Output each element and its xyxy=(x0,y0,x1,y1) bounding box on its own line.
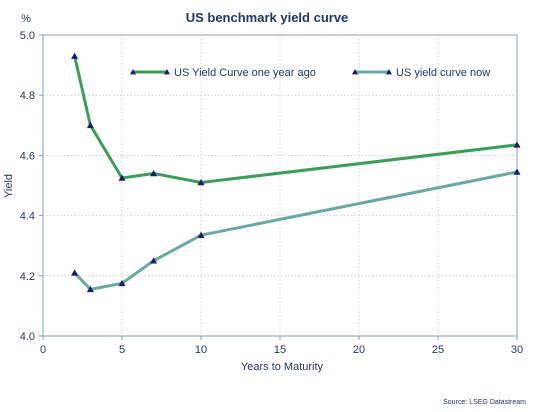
y-tick-label: 4.0 xyxy=(20,331,35,343)
x-tick-label: 30 xyxy=(511,344,523,356)
x-tick-label: 5 xyxy=(119,344,125,356)
chart-title: US benchmark yield curve xyxy=(186,10,349,25)
x-tick-label: 20 xyxy=(353,344,365,356)
source-note: Source: LSEG Datastream xyxy=(443,399,526,406)
x-tick-label: 10 xyxy=(195,344,207,356)
y-tick-label: 4.4 xyxy=(20,211,35,223)
y-tick-label: 4.2 xyxy=(20,271,35,283)
legend: US Yield Curve one year ago US yield curv… xyxy=(130,67,490,79)
y-unit-label: % xyxy=(21,13,31,25)
y-tick-label: 4.6 xyxy=(20,150,35,162)
x-axis-label: Years to Maturity xyxy=(241,361,324,373)
legend-label: US Yield Curve one year ago xyxy=(174,67,316,79)
x-tick-label: 25 xyxy=(432,344,444,356)
y-tick-label: 4.8 xyxy=(20,90,35,102)
y-axis-label: Yield xyxy=(3,174,15,198)
x-tick-label: 15 xyxy=(274,344,286,356)
y-tick-label: 5.0 xyxy=(20,30,35,42)
x-tick-label: 0 xyxy=(40,344,46,356)
legend-label: US yield curve now xyxy=(396,67,490,79)
